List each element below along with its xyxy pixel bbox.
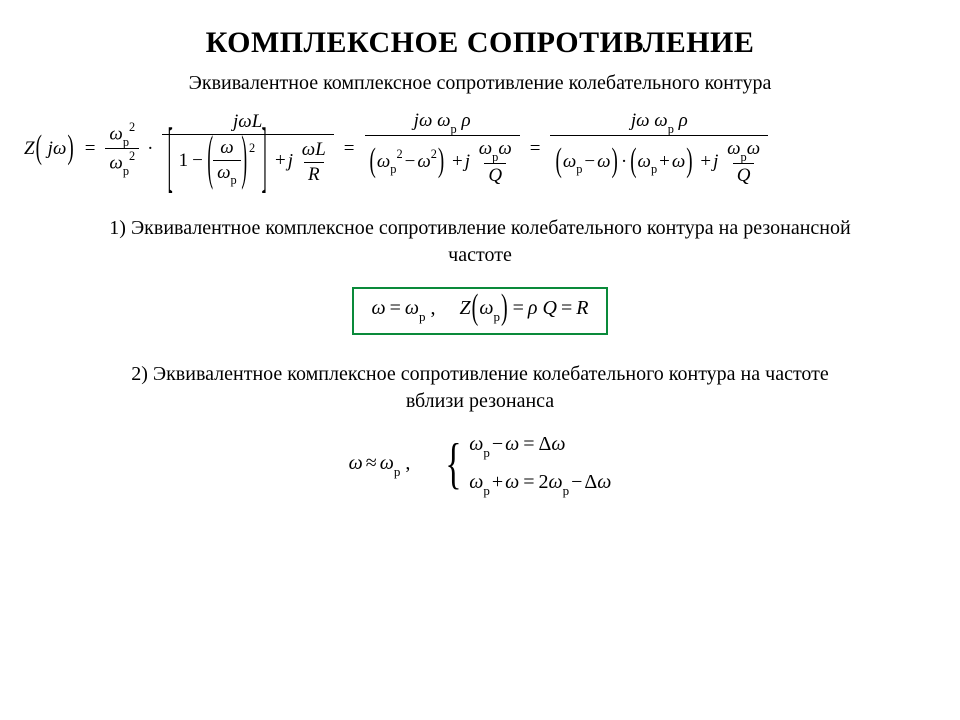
cases-formula: ω≈ωр , { ωр−ω=Δω ωр+ω=2ωр−Δω	[30, 433, 930, 497]
fraction-step2: jω ωр ρ (ωр2−ω2) +j ωрω Q	[365, 109, 520, 189]
fraction-step3: jω ωр ρ (ωр−ω)·(ωр+ω) +j ωрω Q	[550, 109, 768, 189]
formula-impedance-chain: Z( jω) = ωр2 ωр2 · jωL [ 1− ( ω ωр	[24, 109, 930, 189]
fraction-step1: jωL [ 1− ( ω ωр ) 2 ] +j	[162, 110, 334, 188]
boxed-formula-wrapper: ω=ωр , Z(ωр)=ρ Q=R	[30, 287, 930, 335]
factor-wp2-over-wp2: ωр2 ωр2	[105, 120, 139, 178]
item1-text: 1) Эквивалентное комплексное сопротивлен…	[100, 215, 860, 269]
page-title: КОМПЛЕКСНОЕ СОПРОТИВЛЕНИЕ	[30, 26, 930, 60]
item2-text: 2) Эквивалентное комплексное сопротивлен…	[100, 361, 860, 415]
page-subtitle: Эквивалентное комплексное сопротивление …	[30, 72, 930, 95]
boxed-formula: ω=ωр , Z(ωр)=ρ Q=R	[352, 287, 609, 335]
slide-page: КОМПЛЕКСНОЕ СОПРОТИВЛЕНИЕ Эквивалентное …	[0, 0, 960, 720]
